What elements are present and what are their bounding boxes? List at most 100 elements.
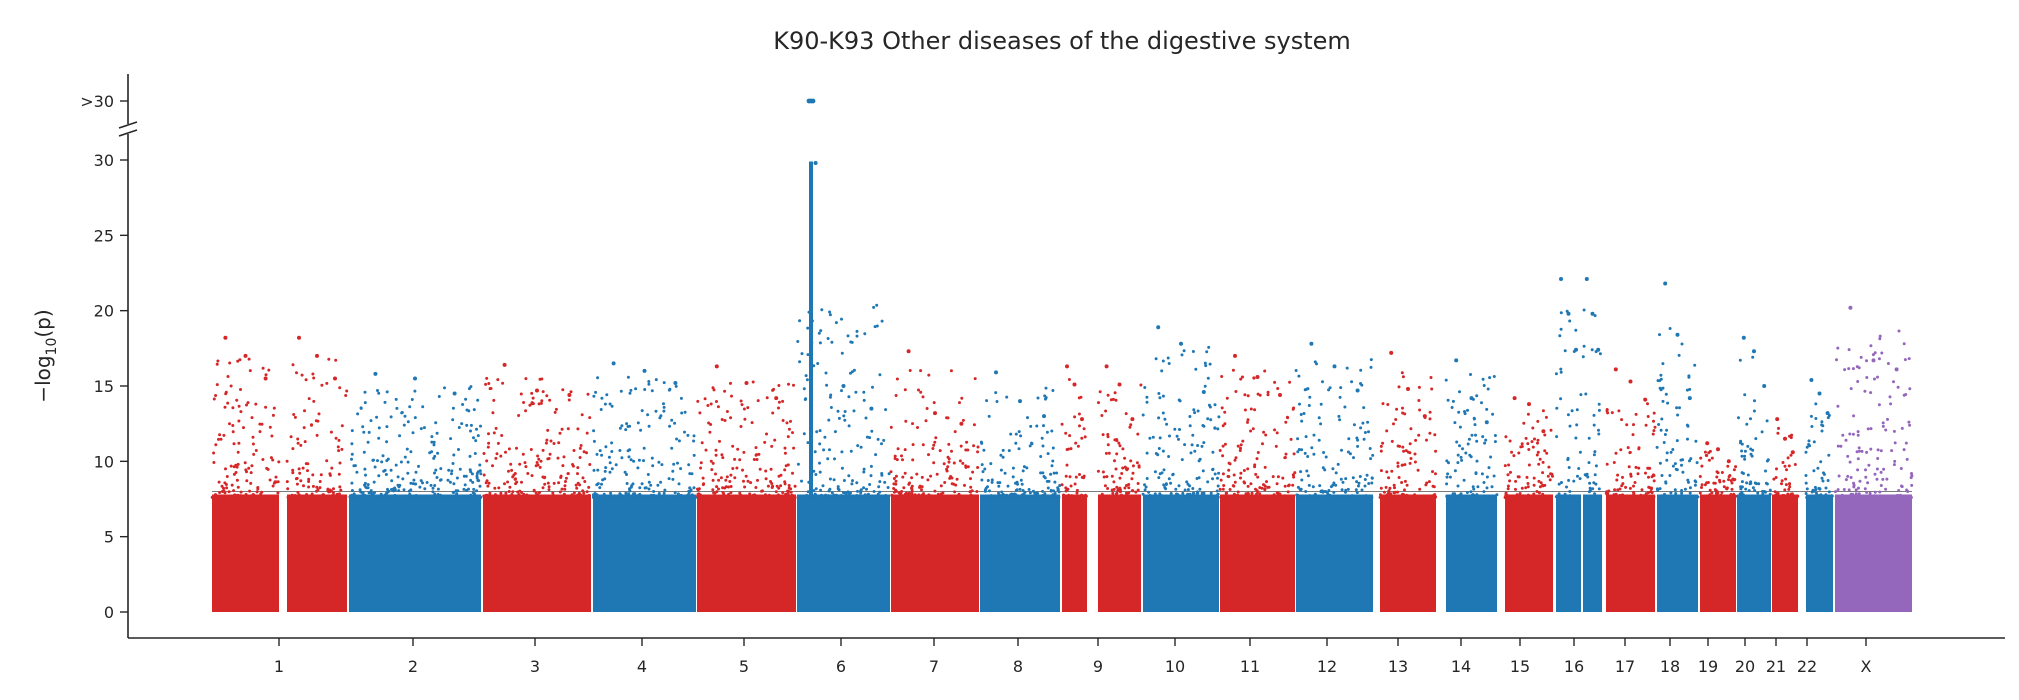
snp-point (1063, 496, 1067, 499)
snp-point (600, 453, 604, 457)
snp-point (1906, 495, 1910, 499)
snp-point (870, 429, 874, 433)
snp-point (749, 496, 753, 499)
snp-point (815, 430, 819, 434)
snp-point (1352, 456, 1355, 460)
snp-point (1266, 393, 1270, 397)
snp-point (1124, 412, 1128, 416)
snp-point (1570, 495, 1574, 499)
snp-point (998, 481, 1002, 485)
snp-point (641, 496, 645, 499)
snp-point (1842, 488, 1846, 491)
snp-point (648, 495, 652, 499)
snp-point (535, 461, 539, 464)
snp-point (1129, 423, 1133, 427)
snp-point (824, 371, 828, 375)
snp-point (236, 450, 240, 454)
snp-point (1754, 482, 1758, 486)
snp-point (1495, 493, 1499, 497)
snp-point (605, 393, 609, 397)
peak-point (813, 161, 818, 165)
x-tick-label-X: X (1861, 657, 1872, 676)
snp-point (862, 467, 866, 471)
snp-point (1732, 468, 1736, 472)
snp-point (1055, 471, 1059, 475)
snp-point (1077, 412, 1081, 416)
snp-point (499, 454, 503, 458)
snp-point (1337, 414, 1341, 418)
snp-point (729, 491, 733, 495)
snp-point (1908, 423, 1912, 427)
snp-point (680, 411, 684, 415)
snp-point (1312, 452, 1316, 456)
snp-point (910, 492, 914, 496)
snp-point (1118, 444, 1122, 448)
snp-point (1101, 433, 1105, 437)
snp-point (1434, 449, 1438, 453)
snp-point (476, 434, 480, 438)
snp-point (523, 461, 527, 465)
snp-point (558, 490, 562, 494)
snp-point (1003, 471, 1007, 475)
snp-point (1075, 491, 1079, 495)
snp-point (599, 408, 603, 411)
snp-point (1617, 496, 1621, 499)
snp-point (671, 495, 675, 499)
snp-point (714, 448, 718, 452)
snp-point (846, 496, 850, 499)
snp-point (261, 366, 265, 370)
snp-point (706, 404, 710, 407)
snp-point (447, 468, 451, 472)
snp-point (1151, 435, 1155, 439)
snp-point (1082, 476, 1086, 480)
snp-point (524, 495, 528, 499)
snp-point (1646, 466, 1650, 470)
snp-point (1761, 492, 1765, 496)
snp-point (232, 465, 236, 469)
snp-point (467, 387, 471, 391)
y-tick-label: 30 (94, 151, 114, 170)
snp-point (587, 485, 591, 489)
snp-point (1871, 353, 1875, 357)
snp-point (1453, 421, 1457, 425)
snp-point (1322, 451, 1326, 454)
snp-point (1789, 436, 1793, 440)
snp-point (1398, 444, 1402, 448)
snp-point (513, 477, 517, 481)
snp-point (610, 467, 614, 471)
snp-point (1460, 458, 1464, 462)
snp-point (998, 493, 1001, 497)
snp-point (1844, 478, 1848, 482)
snp-point (828, 310, 832, 314)
snp-point (1579, 393, 1583, 397)
snp-point (1865, 359, 1868, 363)
snp-point (1400, 371, 1404, 375)
snp-point (1708, 495, 1711, 499)
snp-point (722, 492, 726, 496)
snp-point (1484, 438, 1488, 442)
snp-point (976, 466, 980, 469)
snp-point (1049, 488, 1053, 492)
snp-point (1746, 444, 1750, 448)
snp-point (337, 438, 341, 442)
snp-point (486, 484, 490, 488)
snp-point (421, 405, 425, 409)
snp-point (832, 493, 836, 497)
snp-point (270, 434, 274, 438)
snp-point (1154, 495, 1158, 499)
snp-point (1566, 458, 1570, 462)
snp-point (551, 491, 555, 495)
snp-point (1363, 431, 1367, 434)
snp-point (1873, 351, 1877, 355)
snp-point (248, 369, 252, 373)
snp-point (354, 496, 358, 499)
snp-point (1765, 419, 1769, 423)
snp-point (1291, 473, 1295, 477)
snp-point (1669, 450, 1673, 454)
snp-point (1597, 487, 1601, 491)
snp-point (1752, 409, 1756, 413)
snp-point (218, 433, 222, 437)
snp-point (1810, 495, 1814, 499)
snp-point (750, 421, 754, 425)
snp-point (408, 405, 412, 409)
